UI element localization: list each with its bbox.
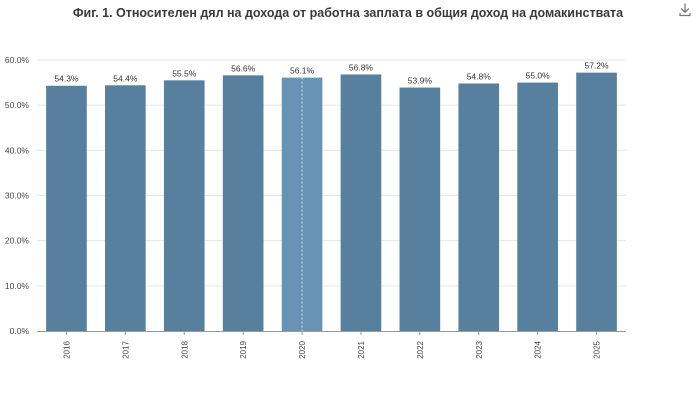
x-tick-label: 2025 (593, 340, 602, 358)
data-label-2016: 54.3% (54, 74, 79, 84)
data-label-2019: 56.6% (231, 63, 256, 73)
data-label-2022: 53.9% (408, 76, 433, 86)
y-tick-label: 60.0% (5, 55, 30, 65)
x-tick-label: 2023 (475, 340, 484, 358)
y-tick-label: 40.0% (5, 145, 30, 155)
y-tick-label: 0.0% (10, 326, 30, 336)
x-tick-label: 2021 (357, 340, 366, 358)
y-tick-label: 50.0% (5, 100, 30, 110)
data-label-2025: 57.2% (584, 61, 609, 71)
bar-2018[interactable] (163, 80, 205, 331)
bar-2020[interactable] (281, 77, 323, 332)
bar-2019[interactable] (222, 75, 264, 332)
bar-2021[interactable] (340, 74, 382, 331)
chart-title: Фиг. 1. Относителен дял на дохода от раб… (72, 6, 624, 20)
data-label-2024: 55.0% (526, 71, 551, 81)
data-label-2020: 56.1% (290, 66, 315, 76)
x-tick-label: 2016 (62, 340, 71, 358)
x-tick-label: 2019 (239, 340, 248, 358)
axes (37, 331, 626, 335)
data-label-2017: 54.4% (113, 73, 138, 83)
data-label-2021: 56.8% (349, 62, 374, 72)
labels: 0.0% 10.0% 20.0% 30.0% 40.0% 50.0% 60.0% 54.3% 2… (5, 55, 609, 359)
x-tick-label: 2020 (298, 340, 307, 358)
y-tick-label: 30.0% (5, 191, 30, 201)
bars (46, 72, 617, 332)
bar-2025[interactable] (576, 72, 617, 331)
data-label-2023: 54.8% (467, 71, 492, 81)
y-tick-label: 20.0% (5, 236, 30, 246)
bar-2016[interactable] (46, 85, 87, 332)
x-tick-label: 2018 (180, 340, 189, 358)
data-label-2018: 55.5% (172, 68, 197, 78)
bar-2024[interactable] (517, 82, 558, 331)
download-icon[interactable] (677, 2, 693, 18)
x-tick-label: 2017 (121, 340, 130, 358)
x-tick-label: 2022 (416, 340, 425, 358)
bar-2017[interactable] (105, 85, 146, 331)
x-tick-label: 2024 (534, 340, 543, 358)
y-tick-label: 10.0% (5, 281, 30, 291)
bar-2022[interactable] (399, 87, 441, 331)
bar-2023[interactable] (458, 83, 500, 331)
